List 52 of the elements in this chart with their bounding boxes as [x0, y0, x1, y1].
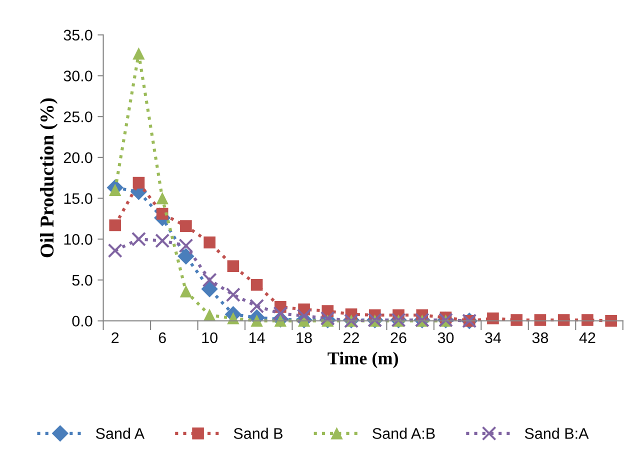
point: [180, 286, 192, 298]
point: [510, 314, 522, 326]
y-tick-label: 25.0: [64, 111, 92, 122]
point: [204, 236, 216, 248]
point: [132, 176, 145, 189]
x-tick-label: 26: [390, 332, 406, 344]
y-tick-label: 0.0: [72, 316, 92, 327]
point: [226, 287, 240, 302]
y-tick-label: 5.0: [72, 274, 92, 286]
point: [109, 219, 122, 232]
x-tick-label: 10: [202, 332, 218, 344]
point: [108, 243, 122, 258]
x-tick-label: 18: [296, 332, 312, 344]
point: [156, 192, 168, 204]
point: [155, 233, 170, 248]
point: [558, 314, 570, 326]
legend-label: Sand A: [96, 428, 145, 439]
point: [605, 314, 617, 327]
x-tick-label: 30: [438, 332, 454, 344]
legend-label: Sand B: [234, 428, 282, 439]
x-axis-title: Time (m): [328, 352, 398, 368]
point: [487, 312, 499, 324]
x-tick-label: 42: [579, 332, 596, 344]
x-tick-label: 2: [112, 332, 119, 344]
point: [201, 280, 218, 298]
x-tick-label: 38: [532, 332, 548, 344]
y-axis-title: Oil Production (%): [40, 98, 58, 258]
y-tick-label: 35.0: [64, 30, 92, 41]
point: [582, 314, 594, 326]
x-tick-label: 6: [158, 332, 166, 344]
x-tick-label: 22: [344, 332, 359, 344]
x-tick-label: 34: [485, 332, 502, 344]
point: [250, 298, 264, 314]
x-tick-label: 14: [249, 332, 265, 344]
point: [296, 308, 312, 324]
y-tick-label: 15.0: [64, 193, 92, 204]
point: [204, 309, 216, 322]
legend-label: Sand B:A: [524, 428, 589, 439]
point: [202, 272, 217, 288]
point: [273, 306, 288, 321]
y-tick-label: 10.0: [64, 234, 92, 245]
point: [132, 48, 145, 60]
y-tick-label: 20.0: [64, 152, 92, 164]
point: [180, 220, 192, 232]
point: [178, 248, 194, 265]
point: [250, 278, 263, 291]
point: [178, 238, 194, 253]
point: [534, 314, 546, 326]
legend-label: Sand A:B: [372, 428, 435, 439]
point: [227, 260, 240, 272]
y-tick-label: 30.0: [64, 70, 92, 82]
point: [131, 232, 146, 246]
